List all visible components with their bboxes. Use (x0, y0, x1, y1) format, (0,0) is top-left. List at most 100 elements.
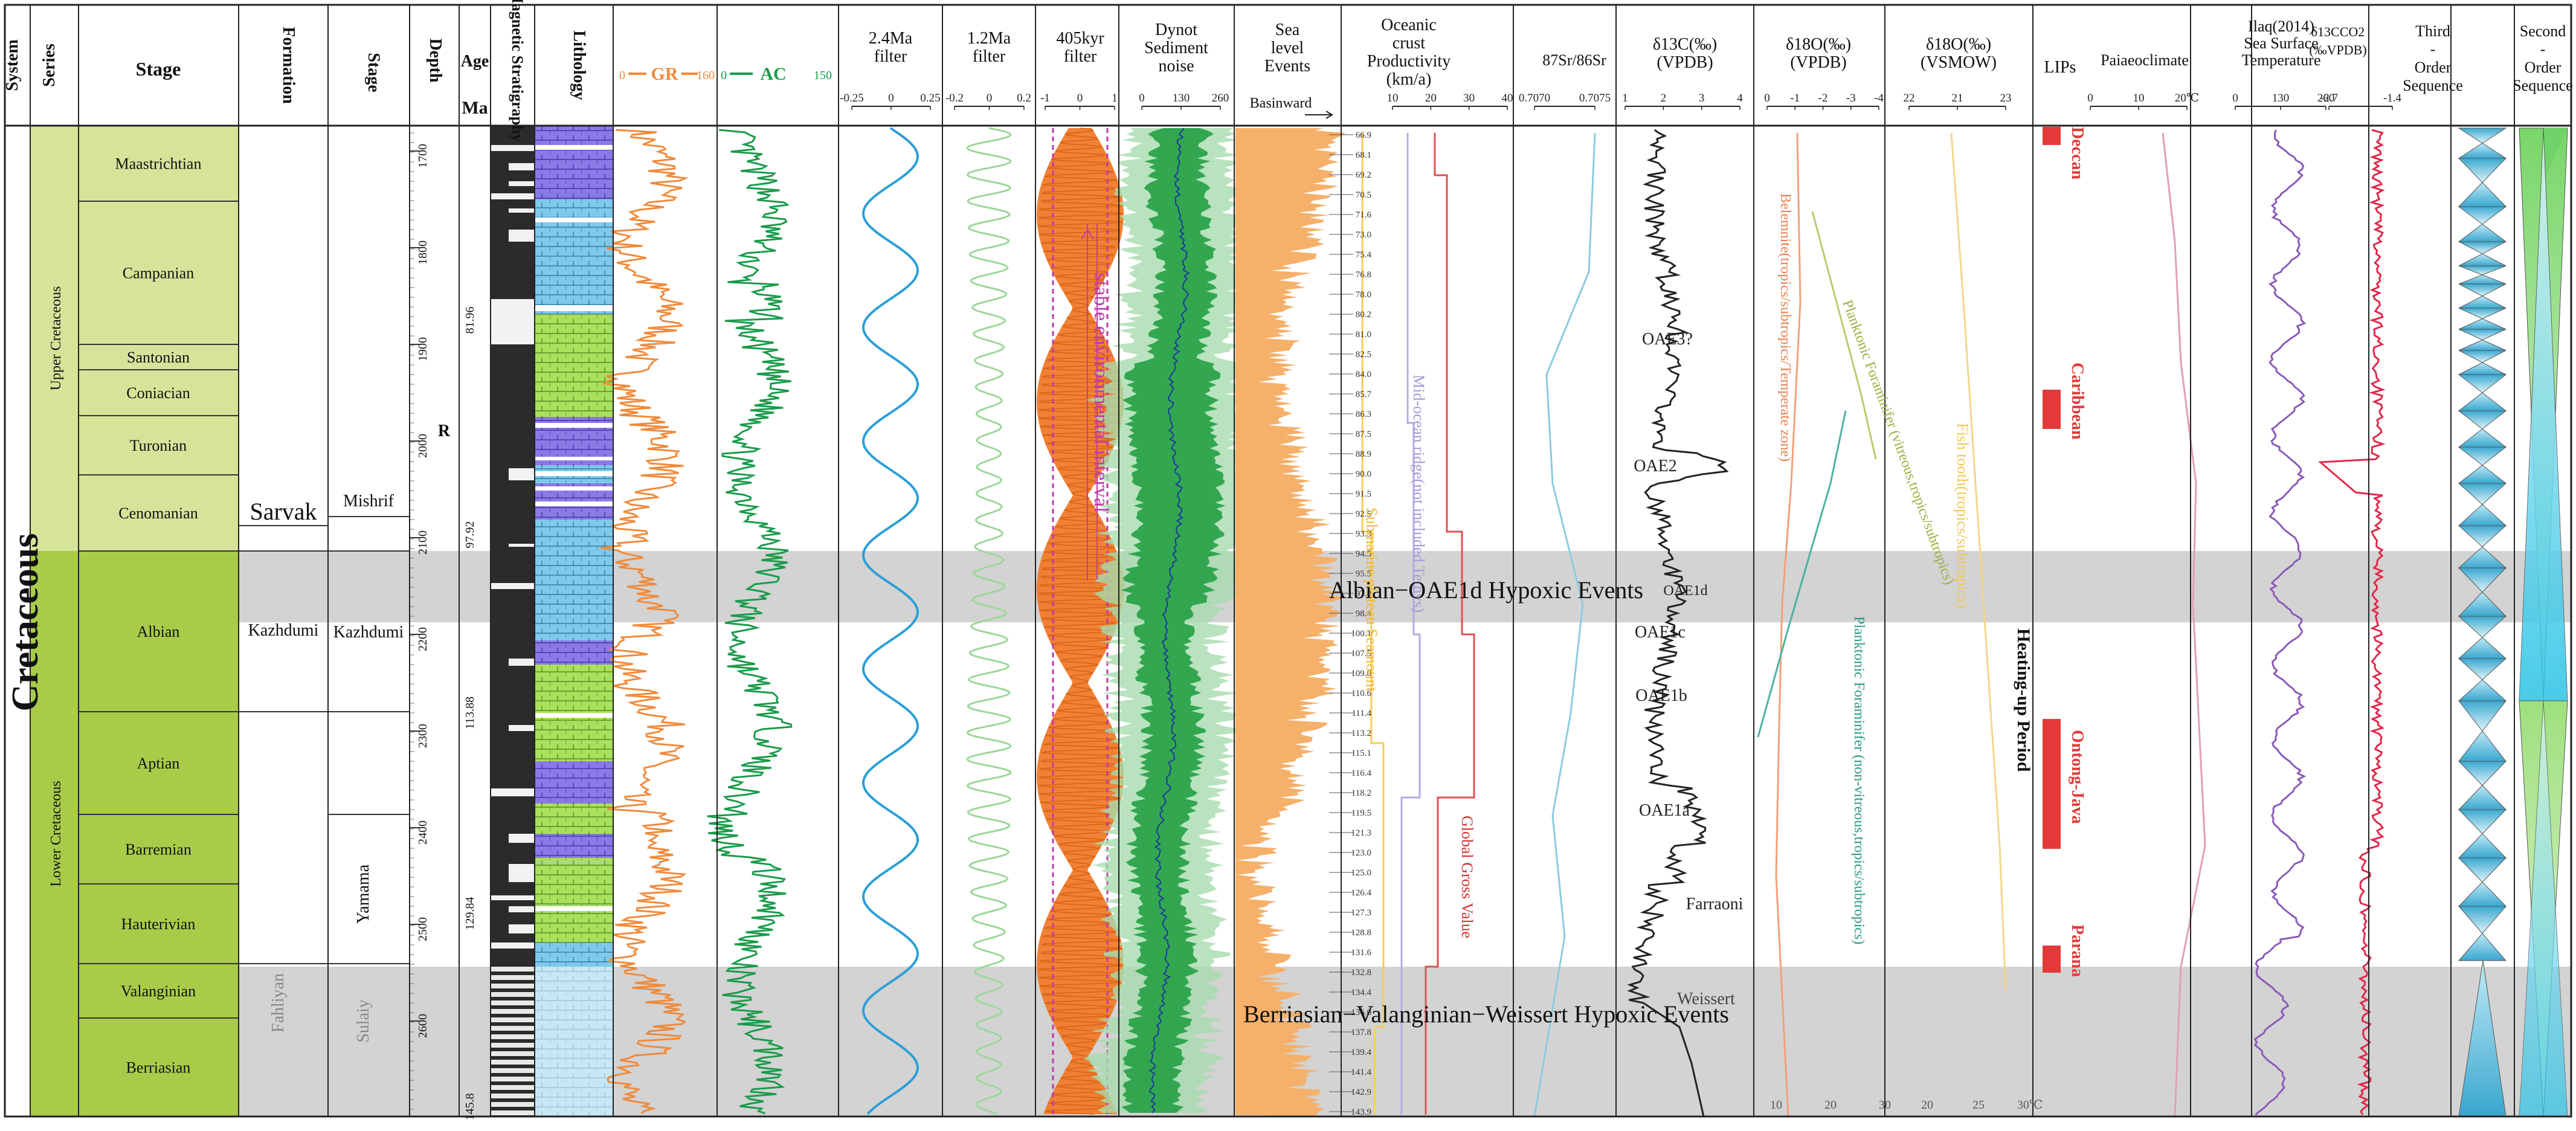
oceanic-seamount-curve (1361, 133, 1385, 1115)
stage-valanginian: Valanginian (121, 982, 196, 1000)
stable-interval-label: stable environmental interval (1090, 273, 1112, 513)
d13c-scale-tick: 1 (1622, 92, 1628, 105)
age-tick-label: 81.96 (463, 307, 477, 334)
lip-caribbean-bar (2043, 390, 2061, 429)
lithology-gap (535, 457, 613, 460)
header-filter405-line: 405kyr (1056, 29, 1104, 48)
sealevel-age: 70.5 (1356, 190, 1371, 200)
depth-tick-label: 2300 (416, 724, 430, 748)
event-weissert-label: Berriasian−Valanginian−Weissert Hypoxic … (1243, 1000, 1729, 1028)
vsmow-bottom-tick: 30℃ (2017, 1098, 2043, 1112)
depth-tick-label: 1700 (416, 144, 430, 168)
header-sst-line: Sea Surface (2244, 34, 2318, 52)
magnetic-normal (491, 1034, 535, 1039)
depth-tick-label: 2600 (416, 1014, 430, 1038)
sealevel-age: 111.4 (1351, 709, 1371, 718)
depth-tick-label: 1900 (416, 337, 430, 361)
third-order-triangle (2458, 465, 2507, 484)
sealevel-age: 115.1 (1351, 749, 1371, 758)
stage-barremian: Barremian (125, 841, 192, 859)
header-oceanic-line: Oceanic (1381, 16, 1437, 34)
d13c-event-label: Weissert (1677, 990, 1735, 1008)
depth-tick-label: 1800 (416, 240, 430, 265)
header-filter24-line: 2.4Ma (869, 29, 913, 48)
header-third-line: Sequence (2403, 77, 2463, 94)
filter24-scale-tick: 0 (888, 92, 894, 105)
sealevel-age: 94.5 (1356, 549, 1371, 559)
magnetic-normal (491, 942, 535, 949)
third-order-triangle (2458, 308, 2507, 320)
lithology-layer (535, 942, 613, 967)
sealevel-age: 109.0 (1351, 669, 1371, 678)
header-d18o-vpdb-line: (VPDB) (1790, 53, 1846, 72)
lithology-layer (535, 834, 613, 858)
third-order-triangle (2458, 446, 2507, 466)
third-order-triangle (2458, 567, 2507, 593)
magnetic-normal (509, 181, 535, 186)
series-lower-fill (30, 551, 79, 1116)
lip-ontongjava-bar (2043, 719, 2061, 849)
third-order-triangle (2458, 158, 2507, 183)
magnetic-normal (509, 864, 535, 882)
third-order-triangle (2458, 350, 2507, 363)
sealevel-age: 75.4 (1356, 250, 1372, 260)
magnetic-normal (509, 725, 535, 731)
sealevel-age: 90.0 (1356, 469, 1371, 479)
d13c-event-label: OAE1d (1663, 583, 1707, 599)
lithology-layer (535, 520, 613, 551)
header-d18o-vsmow-line: δ18O(‰) (1926, 35, 1991, 54)
filter12-scale-tick: 0 (987, 92, 993, 105)
depth-tick-label: 2100 (416, 530, 430, 555)
third-order-triangle (2458, 483, 2507, 505)
sealevel-age: 88.9 (1356, 450, 1371, 459)
sealevel-age: 107.5 (1351, 649, 1371, 659)
vsmow-scale-tick: 23 (2000, 92, 2012, 105)
header-age: Age (461, 52, 489, 71)
third-order-triangle (2458, 504, 2507, 526)
depth-tick-label: 2400 (416, 820, 430, 845)
vsmow-curve (1950, 132, 2007, 991)
depth-tick-label: 2500 (416, 917, 430, 941)
sst-scale-tick: 260 (2317, 92, 2335, 105)
magnetic-normal (509, 659, 535, 666)
header-filter12-line: 1.2Ma (967, 29, 1011, 48)
d13c-event-label: OAE1a (1639, 801, 1690, 820)
filter405-scale-tick: 0 (1077, 92, 1083, 105)
lithology-layer (535, 804, 613, 834)
sealevel-age: 93.3 (1356, 529, 1371, 539)
stage-campanian: Campanian (123, 265, 194, 282)
co2-scale-tick: -1.4 (2383, 92, 2402, 105)
header-sealevel-line: Events (1264, 57, 1310, 76)
sealevel-basinward: Basinward (1250, 95, 1312, 111)
sst-scale-tick: 130 (2272, 92, 2290, 105)
oceanic-ridge-label: Mid-ocean ridge(not included Tethys) (1410, 375, 1428, 613)
age-tick-label: 97.92 (463, 521, 477, 549)
header-second-line: - (2540, 40, 2546, 58)
stable-interval-arrow (1081, 229, 1094, 240)
filter12-scale-tick: 0.2 (1017, 92, 1031, 105)
magnetic-normal (491, 1051, 535, 1056)
d18o-scale-tick: -2 (1818, 92, 1828, 105)
sealevel-age: 132.8 (1351, 968, 1371, 978)
header-ac: AC (760, 64, 786, 84)
lip-ontongjava-label: Ontong-Java (2068, 730, 2087, 824)
d18o-belemnite (1775, 132, 1802, 1117)
header-dynot-line: noise (1158, 57, 1194, 76)
ac-scale-max: 150 (814, 69, 832, 82)
sealevel-age: 139.4 (1351, 1048, 1371, 1057)
third-order-triangle (2458, 265, 2507, 276)
lithology-gap (535, 423, 613, 428)
magnetic-normal (491, 145, 535, 151)
magnetic-normal (491, 992, 535, 997)
d18o-belemnite-label: Belemnite(tropics/subtropics/Temperate z… (1777, 193, 1793, 462)
sr-scale-tick: 0.7070 (1519, 92, 1550, 105)
sealevel-age: 125.0 (1351, 868, 1371, 878)
header-dynot-line: Dynot (1155, 21, 1197, 39)
lithology-layer (535, 761, 613, 804)
oceanic-global-label: Global Gross Value (1458, 816, 1476, 938)
sealevel-age: 127.3 (1351, 908, 1371, 918)
magnetic-normal (491, 1026, 535, 1031)
lithology-layer (535, 858, 613, 942)
d18o-plankton-vitreous (1811, 211, 1877, 460)
